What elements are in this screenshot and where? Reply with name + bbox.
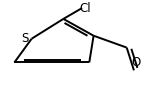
- Text: S: S: [21, 32, 29, 45]
- Text: Cl: Cl: [80, 2, 91, 14]
- Text: O: O: [131, 56, 141, 69]
